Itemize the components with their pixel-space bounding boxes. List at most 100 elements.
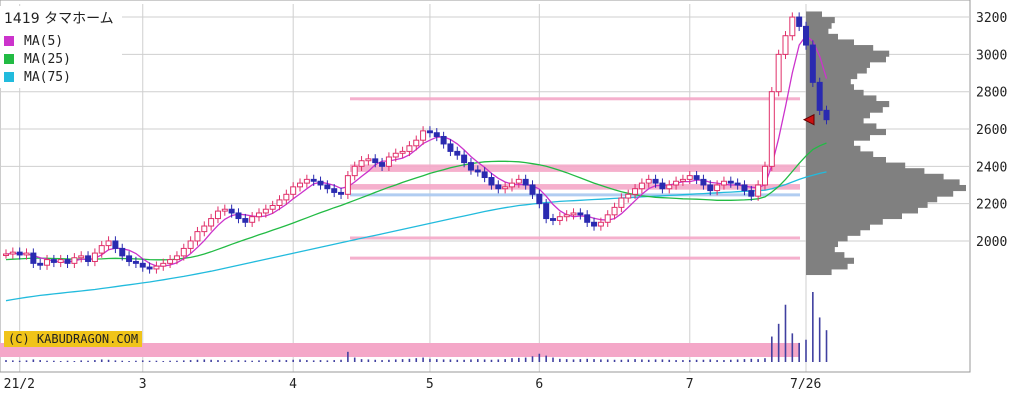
volume-bar bbox=[237, 360, 240, 362]
candle-body bbox=[748, 190, 755, 197]
volume-profile-bar bbox=[806, 140, 854, 147]
volume-bar bbox=[80, 360, 83, 362]
volume-bar bbox=[148, 360, 151, 362]
volume-bar bbox=[401, 359, 404, 362]
volume-profile-bar bbox=[806, 212, 902, 220]
legend-label-ma25: MA(25) bbox=[24, 51, 71, 67]
volume-profile-bar bbox=[806, 28, 829, 35]
volume-bar bbox=[299, 359, 301, 362]
volume-profile-bar bbox=[806, 263, 848, 270]
volume-bar bbox=[107, 359, 110, 362]
candle-body bbox=[392, 152, 399, 158]
volume-profile-bar bbox=[806, 112, 870, 119]
volume-bar bbox=[627, 359, 630, 362]
candle-body bbox=[720, 180, 727, 186]
candle-body bbox=[194, 231, 201, 242]
candle-body bbox=[255, 212, 262, 218]
volume-profile-bar bbox=[806, 106, 883, 113]
volume-bar bbox=[429, 358, 431, 362]
candle-body bbox=[782, 35, 789, 55]
candle-body bbox=[167, 259, 174, 264]
volume-bar bbox=[100, 359, 103, 362]
volume-profile-bar bbox=[806, 56, 886, 63]
candle-body bbox=[372, 158, 379, 164]
volume-bar bbox=[771, 336, 773, 362]
candle-body bbox=[78, 255, 85, 259]
candle-body bbox=[3, 253, 9, 257]
candle-body bbox=[543, 203, 550, 220]
volume-bar bbox=[504, 359, 506, 362]
candle-body bbox=[741, 184, 748, 192]
candle-body bbox=[37, 262, 44, 266]
volume-profile-bar bbox=[806, 252, 845, 259]
candle-body bbox=[556, 216, 563, 221]
volume-bar bbox=[25, 360, 28, 362]
volume-bar bbox=[306, 360, 308, 362]
volume-bar bbox=[483, 359, 486, 362]
candle-body bbox=[440, 135, 447, 145]
volume-bar bbox=[620, 359, 623, 362]
ma75-swatch bbox=[4, 72, 14, 82]
volume-profile-bar bbox=[806, 173, 944, 180]
candle-body bbox=[570, 212, 577, 216]
ma75-line bbox=[5, 171, 827, 302]
candle-body bbox=[700, 178, 707, 186]
candle-body bbox=[269, 205, 276, 210]
volume-profile-bar bbox=[806, 50, 890, 57]
volume-bar bbox=[367, 359, 370, 362]
volume-bar bbox=[641, 359, 643, 362]
volume-bar bbox=[586, 358, 588, 362]
x-tick-label: 7/26 bbox=[790, 377, 821, 392]
candle-body bbox=[447, 143, 454, 152]
volume-profile-bar bbox=[806, 218, 883, 225]
legend-item-ma75: MA(75) bbox=[4, 68, 114, 86]
candle-body bbox=[249, 216, 256, 223]
volume-bar bbox=[408, 358, 411, 362]
candle-body bbox=[119, 247, 126, 257]
volume-bar bbox=[121, 360, 124, 362]
volume-bar bbox=[559, 358, 561, 362]
candle-body bbox=[645, 178, 652, 184]
volume-profile-bar bbox=[806, 201, 928, 208]
volume-bar bbox=[94, 360, 96, 362]
volume-bar bbox=[203, 359, 206, 362]
candle-body bbox=[64, 259, 71, 264]
candle-body bbox=[823, 109, 830, 121]
candle-body bbox=[214, 210, 221, 220]
volume-profile-bar bbox=[806, 268, 832, 276]
candle-body bbox=[502, 186, 509, 190]
candle-body bbox=[146, 266, 153, 270]
volume-profile-bar bbox=[806, 246, 835, 253]
candle-body bbox=[495, 184, 502, 190]
volume-bar bbox=[230, 360, 233, 362]
volume-bar bbox=[518, 357, 520, 362]
volume-bar bbox=[224, 360, 226, 362]
volume-profile-bar bbox=[806, 22, 832, 29]
volume-bar bbox=[565, 359, 568, 362]
candle-body bbox=[638, 182, 645, 190]
volume-bar bbox=[135, 360, 137, 362]
candle-body bbox=[303, 178, 310, 184]
volume-bar bbox=[470, 359, 472, 362]
legend-label-ma75: MA(75) bbox=[24, 69, 71, 85]
candle-body bbox=[132, 260, 139, 264]
volume-bar bbox=[66, 360, 69, 362]
volume-bar bbox=[729, 359, 732, 362]
volume-bar bbox=[743, 359, 746, 362]
legend-item-ma25: MA(25) bbox=[4, 50, 114, 68]
candle-body bbox=[351, 165, 358, 177]
volume-bar bbox=[182, 360, 185, 362]
candle-body bbox=[399, 150, 406, 154]
volume-profile-bar bbox=[806, 145, 861, 152]
candle-body bbox=[522, 178, 529, 186]
volume-bar bbox=[764, 358, 766, 362]
candle-body bbox=[618, 197, 625, 208]
candle-body bbox=[126, 255, 133, 262]
candle-body bbox=[9, 251, 16, 255]
candle-body bbox=[734, 182, 741, 186]
candle-body bbox=[276, 199, 283, 207]
volume-bar bbox=[87, 360, 89, 362]
candle-body bbox=[338, 191, 345, 195]
candle-body bbox=[604, 214, 611, 223]
